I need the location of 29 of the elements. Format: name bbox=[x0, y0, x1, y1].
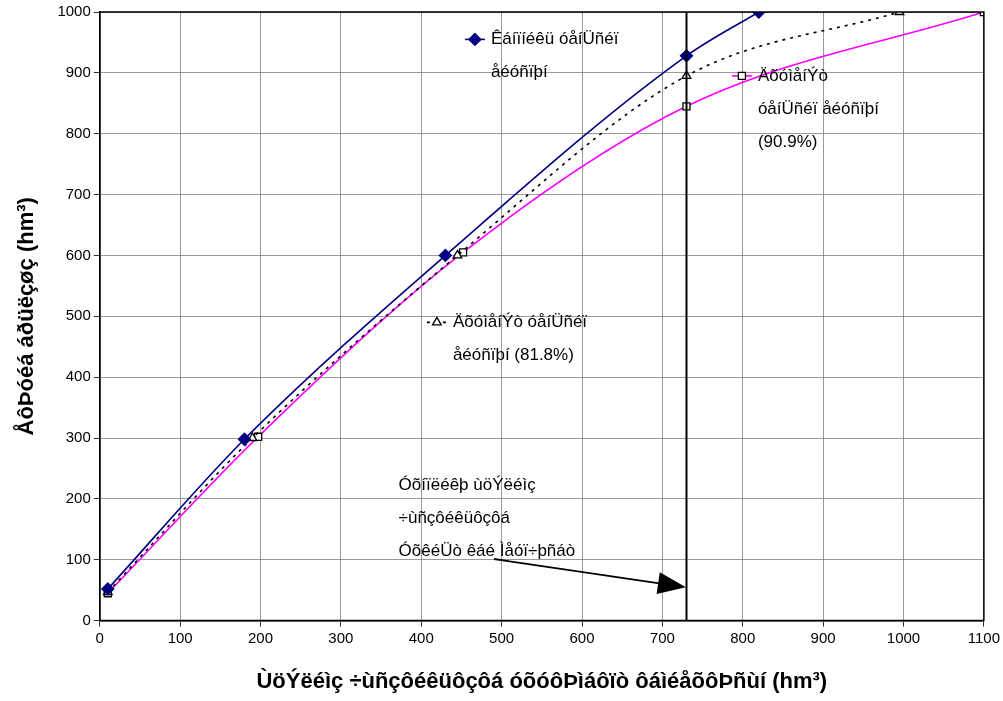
legend-label: ÄõóìåíÝò óåíÜñéï åéóñïþí (81.8%) bbox=[452, 312, 588, 365]
y-tick-label: 600 bbox=[65, 245, 91, 263]
y-tick-label: 500 bbox=[65, 306, 91, 324]
x-tick-label: 700 bbox=[649, 628, 675, 646]
y-tick-label: 0 bbox=[82, 610, 91, 628]
x-tick-label: 600 bbox=[569, 628, 595, 646]
y-tick-label: 100 bbox=[65, 549, 91, 567]
x-tick-label: 300 bbox=[328, 628, 354, 646]
x-tick-label: 100 bbox=[167, 628, 193, 646]
y-axis-title: ÅôÞóéá áðüëçøç (hm³) bbox=[12, 197, 39, 436]
x-tick-label: 1100 bbox=[967, 628, 1000, 646]
x-tick-label: 900 bbox=[810, 628, 836, 646]
x-axis-title: ÙöÝëéìç ÷ùñçôéêüôçôá óõóôÞìáôïò ôáìéåõôÞñùí (hm³) bbox=[256, 667, 828, 693]
y-tick-label: 300 bbox=[65, 428, 91, 446]
legend-label: ÄõóìåíÝò óåíÜñéï åéóñïþí (90.9%) bbox=[757, 65, 880, 151]
y-tick-label: 900 bbox=[65, 63, 91, 80]
y-tick-label: 1000 bbox=[57, 2, 91, 20]
x-tick-label: 0 bbox=[95, 628, 104, 646]
x-tick-label: 400 bbox=[408, 628, 434, 646]
y-tick-label: 200 bbox=[65, 489, 91, 507]
annotation: Óõíïëéêþ ùöÝëéìç ÷ùñçôéêüôçôá ÓõêéÜò êáé Ìåóï÷þñáò bbox=[398, 474, 576, 560]
y-tick-label: 800 bbox=[65, 123, 91, 141]
legend-label: Êáíïíéêü óåíÜñéï åéóñïþí bbox=[490, 29, 619, 82]
y-tick-label: 700 bbox=[65, 184, 91, 202]
x-tick-label: 1000 bbox=[886, 628, 921, 646]
x-tick-label: 200 bbox=[248, 628, 274, 646]
y-tick-label: 400 bbox=[65, 367, 91, 385]
x-tick-label: 800 bbox=[730, 628, 756, 646]
x-tick-label: 500 bbox=[489, 628, 515, 646]
